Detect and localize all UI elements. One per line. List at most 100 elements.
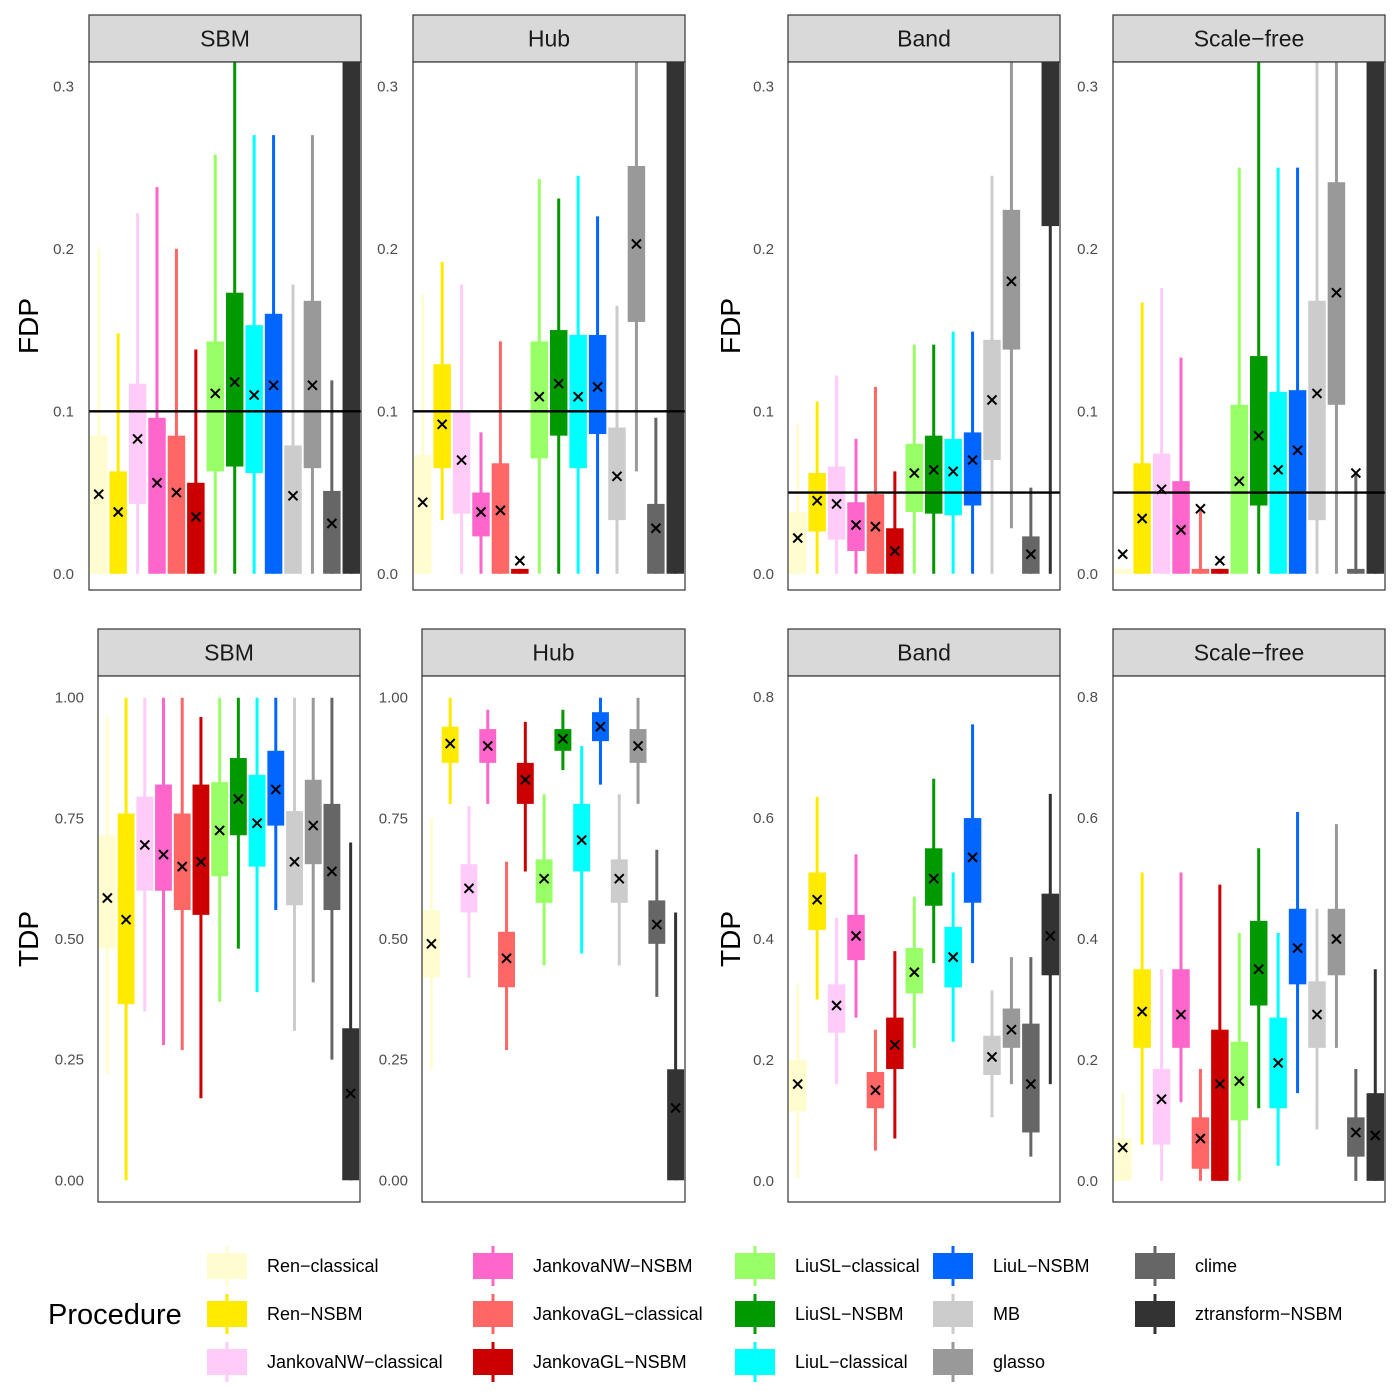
mean-marker xyxy=(289,856,300,867)
mean-marker xyxy=(326,518,338,529)
panel-border xyxy=(1112,61,1386,591)
panel-2: Hub 0.0 0.1 0.2 0.3 xyxy=(377,14,686,591)
box xyxy=(1113,568,1132,574)
facet-title: Band xyxy=(897,640,951,666)
y-tick-label: 0.0 xyxy=(1077,566,1098,583)
mean-marker xyxy=(132,433,143,445)
legend-key-box xyxy=(735,1253,775,1279)
y-tick-label: 0.1 xyxy=(53,403,74,420)
mean-marker xyxy=(520,774,531,785)
box xyxy=(866,494,885,574)
legend-key xyxy=(207,1294,247,1334)
box xyxy=(323,490,341,574)
mean-marker xyxy=(928,873,939,884)
box xyxy=(944,438,962,516)
box xyxy=(187,482,205,574)
panel-5: SBM 0.00 0.25 0.50 0.75 1.00 TDP xyxy=(13,628,361,1203)
legend-key xyxy=(1135,1246,1175,1286)
legend-key xyxy=(933,1246,973,1286)
box xyxy=(286,811,303,906)
box xyxy=(1211,1029,1229,1181)
y-tick-label: 0.75 xyxy=(379,810,408,827)
y-axis-label: FDP xyxy=(715,298,746,354)
box xyxy=(1172,969,1190,1048)
legend-key-box xyxy=(1135,1301,1175,1327)
y-tick-label: 0.3 xyxy=(377,78,398,95)
mean-marker xyxy=(850,930,862,942)
legend: Procedure Ren−classical Ren−NSBM JankovaNW−… xyxy=(48,1246,1343,1382)
mean-marker xyxy=(1272,1057,1284,1069)
y-tick-label: 0.8 xyxy=(1077,689,1098,706)
box xyxy=(155,784,172,891)
box xyxy=(886,1017,904,1069)
facet-title: Band xyxy=(897,26,951,52)
y-axis-label: TDP xyxy=(715,911,746,967)
box xyxy=(788,1059,807,1112)
box xyxy=(530,341,549,459)
y-tick-label: 0.1 xyxy=(753,403,774,420)
box xyxy=(511,568,529,574)
box xyxy=(1347,1117,1365,1157)
facet-title: Hub xyxy=(532,640,574,666)
legend-label: Ren−NSBM xyxy=(267,1304,363,1324)
mean-marker xyxy=(909,967,920,978)
mean-marker xyxy=(986,394,998,406)
legend-label: JankovaNW−classical xyxy=(267,1352,443,1372)
box xyxy=(648,900,666,944)
legend-label: Ren−classical xyxy=(267,1256,379,1276)
y-tick-label: 0.4 xyxy=(1077,931,1098,948)
box xyxy=(516,762,534,804)
box xyxy=(1002,209,1021,350)
mean-marker xyxy=(326,866,338,877)
y-tick-label: 0.00 xyxy=(379,1172,408,1189)
legend-key xyxy=(473,1294,513,1334)
y-axis-label: FDP xyxy=(13,298,44,354)
legend-label: MB xyxy=(993,1304,1020,1324)
mean-marker xyxy=(475,506,487,518)
y-tick-label: 0.2 xyxy=(1077,241,1098,258)
legend-key xyxy=(735,1342,775,1382)
box xyxy=(963,432,982,506)
legend-key xyxy=(933,1342,973,1382)
box xyxy=(1249,920,1268,1006)
y-tick-label: 0.3 xyxy=(1077,78,1098,95)
box xyxy=(89,435,108,574)
box xyxy=(1288,390,1307,574)
mean-marker xyxy=(889,1039,901,1051)
facet-title: Hub xyxy=(528,26,570,52)
panel-8: Scale−free 0.0 0.2 0.4 0.6 0.8 xyxy=(1077,628,1386,1203)
panel-border xyxy=(787,61,1061,591)
mean-marker xyxy=(792,532,803,544)
box xyxy=(284,445,302,574)
panel-3: Band 0.0 0.1 0.2 0.3 FDP xyxy=(715,14,1061,591)
legend-key xyxy=(207,1342,247,1382)
mean-marker xyxy=(1292,942,1303,954)
box xyxy=(192,784,210,915)
y-tick-label: 0.2 xyxy=(753,1052,774,1069)
mean-marker xyxy=(1350,467,1362,479)
facet-strip xyxy=(787,14,1061,63)
facet-title: Scale−free xyxy=(1194,26,1305,52)
box xyxy=(173,813,191,911)
mean-marker xyxy=(1117,1142,1128,1153)
mean-marker xyxy=(456,454,467,466)
box xyxy=(128,383,147,504)
box xyxy=(1366,1093,1385,1181)
panel-border xyxy=(787,675,1061,1203)
mean-marker xyxy=(268,380,279,391)
y-tick-label: 0.8 xyxy=(753,689,774,706)
mean-marker xyxy=(270,784,281,795)
mean-marker xyxy=(831,1000,842,1011)
legend-label: JankovaNW−NSBM xyxy=(533,1256,693,1276)
box xyxy=(229,758,247,836)
legend-key xyxy=(1135,1294,1175,1334)
mean-marker xyxy=(1214,1078,1226,1090)
mean-marker xyxy=(1045,930,1056,942)
panel-background xyxy=(98,676,360,1202)
y-tick-label: 0.2 xyxy=(53,241,74,258)
mean-marker xyxy=(463,883,475,894)
mean-marker xyxy=(850,519,862,531)
box xyxy=(206,341,225,472)
panel-border xyxy=(421,675,686,1203)
y-tick-label: 0.25 xyxy=(55,1052,84,1069)
